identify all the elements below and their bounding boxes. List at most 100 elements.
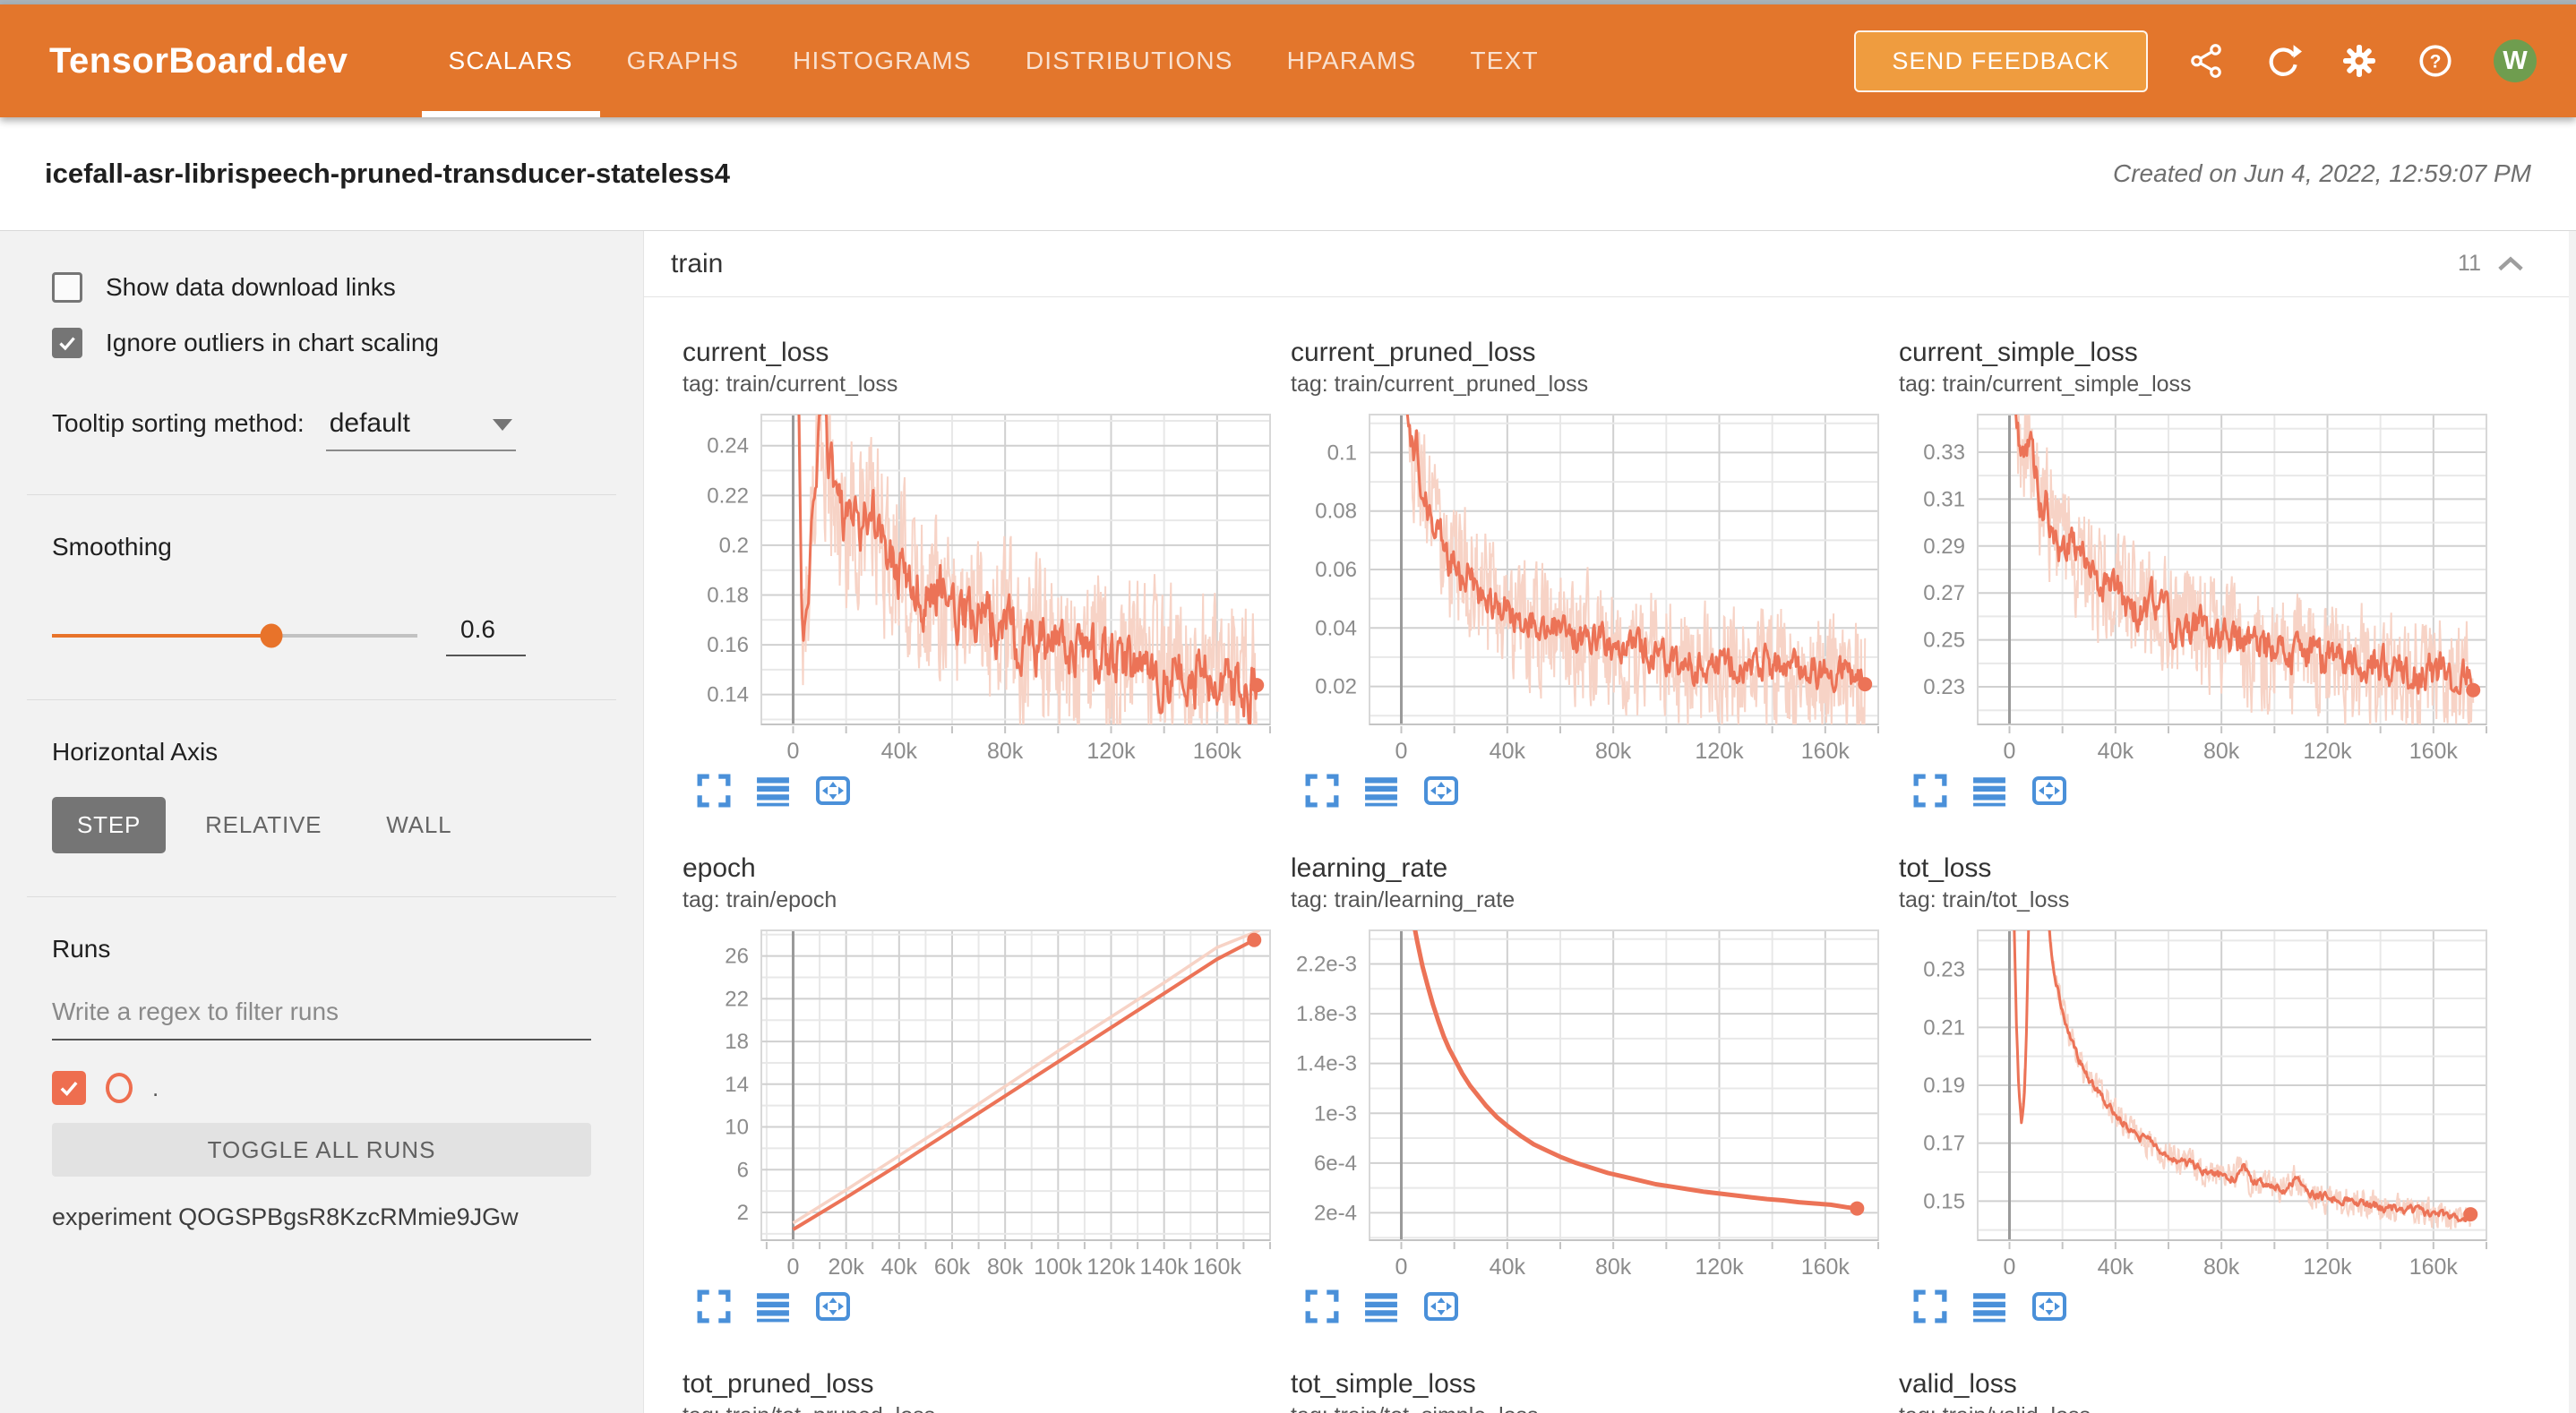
- chart-plot[interactable]: 0.02 0.04 0.06 0.08 0.1 0 40k 80k 120k 160k: [1291, 409, 1882, 760]
- ignore-outliers-row[interactable]: Ignore outliers in chart scaling: [52, 328, 591, 358]
- fit-domain-icon[interactable]: [1423, 774, 1459, 808]
- fit-domain-icon[interactable]: [1423, 1289, 1459, 1323]
- show-download-links-label: Show data download links: [106, 273, 396, 301]
- help-icon[interactable]: ?: [2417, 42, 2454, 80]
- chart-card: epoch tag: train/epoch 2 6 10 14 18 22 26 0 20k 40k…: [683, 852, 1274, 1323]
- chart-title: learning_rate: [1291, 853, 1448, 883]
- toggle-log-scale-icon[interactable]: [1364, 1289, 1398, 1323]
- tab-graphs[interactable]: GRAPHS: [626, 47, 740, 74]
- svg-text:0.24: 0.24: [707, 434, 749, 458]
- expand-chart-icon[interactable]: [697, 1289, 731, 1323]
- expand-chart-icon[interactable]: [1305, 1289, 1339, 1323]
- share-icon[interactable]: [2187, 42, 2225, 80]
- fit-domain-icon[interactable]: [2031, 774, 2067, 808]
- svg-text:120k: 120k: [1086, 739, 1136, 760]
- tab-histograms[interactable]: HISTOGRAMS: [793, 47, 972, 74]
- send-feedback-button[interactable]: SEND FEEDBACK: [1854, 30, 2148, 92]
- chart-toolbar: [683, 1289, 1274, 1323]
- smoothing-slider-handle[interactable]: [260, 623, 283, 648]
- sidebar-divider: [27, 494, 616, 495]
- tooltip-sorting-value: default: [329, 408, 410, 438]
- smoothing-slider[interactable]: [52, 623, 417, 648]
- chevron-up-icon[interactable]: [2495, 255, 2526, 273]
- svg-text:0: 0: [1395, 739, 1408, 760]
- main-nav: SCALARS GRAPHS HISTOGRAMS DISTRIBUTIONS …: [421, 4, 1566, 117]
- chart-plot[interactable]: 0.15 0.17 0.19 0.21 0.23 0 40k 80k 120k 160k: [1899, 925, 2490, 1276]
- svg-text:80k: 80k: [987, 1255, 1024, 1276]
- svg-text:80k: 80k: [2203, 739, 2240, 760]
- ignore-outliers-checkbox[interactable]: [52, 328, 82, 358]
- svg-text:80k: 80k: [1595, 739, 1632, 760]
- refresh-icon[interactable]: [2264, 42, 2302, 80]
- charts-grid: current_loss tag: train/current_loss 0.14 0…: [644, 297, 2569, 1413]
- run-checkbox[interactable]: [52, 1071, 86, 1105]
- svg-text:0.18: 0.18: [707, 583, 749, 607]
- chart-title: tot_simple_loss: [1291, 1369, 1476, 1399]
- toggle-log-scale-icon[interactable]: [756, 1289, 790, 1323]
- svg-text:10: 10: [725, 1116, 749, 1140]
- toggle-all-runs-button[interactable]: TOGGLE ALL RUNS: [52, 1123, 591, 1177]
- expand-chart-icon[interactable]: [1305, 774, 1339, 808]
- toggle-log-scale-icon[interactable]: [1364, 774, 1398, 808]
- svg-text:0.02: 0.02: [1315, 675, 1357, 699]
- toggle-log-scale-icon[interactable]: [1972, 774, 2006, 808]
- chart-toolbar: [1291, 1289, 1882, 1323]
- chart-plot[interactable]: 0.23 0.25 0.27 0.29 0.31 0.33 0 40k 80k 120k 160k: [1899, 409, 2490, 760]
- tooltip-sorting-select[interactable]: default: [325, 407, 516, 451]
- scalars-panel: train 11 current_loss tag: train/current_…: [643, 231, 2569, 1413]
- chart-tag: tag: train/tot_loss: [1899, 887, 2070, 912]
- runs-filter-input[interactable]: [52, 992, 591, 1040]
- fit-domain-icon[interactable]: [815, 774, 851, 808]
- tab-scalars[interactable]: SCALARS: [421, 4, 600, 117]
- fit-domain-icon[interactable]: [815, 1289, 851, 1323]
- tab-hparams[interactable]: HPARAMS: [1286, 47, 1417, 74]
- svg-text:40k: 40k: [2098, 1255, 2134, 1276]
- show-download-links-checkbox[interactable]: [52, 272, 82, 303]
- svg-text:26: 26: [725, 945, 749, 969]
- svg-text:0.31: 0.31: [1923, 487, 1965, 511]
- toggle-log-scale-icon[interactable]: [1972, 1289, 2006, 1323]
- train-chart-count: 11: [2458, 251, 2481, 276]
- chart-tag: tag: train/learning_rate: [1291, 887, 1516, 912]
- svg-text:160k: 160k: [1193, 739, 1242, 760]
- svg-text:80k: 80k: [987, 739, 1024, 760]
- window-top-edge: [0, 0, 2576, 4]
- axis-relative-button[interactable]: RELATIVE: [180, 797, 347, 853]
- svg-text:2: 2: [737, 1201, 749, 1225]
- chart-toolbar: [1899, 1289, 2490, 1323]
- chart-tag: tag: train/current_loss: [683, 372, 898, 397]
- svg-text:0: 0: [2004, 1255, 2016, 1276]
- settings-gear-icon[interactable]: [2341, 43, 2377, 79]
- run-color-swatch[interactable]: [106, 1073, 133, 1103]
- fit-domain-icon[interactable]: [2031, 1289, 2067, 1323]
- svg-text:1e-3: 1e-3: [1314, 1101, 1357, 1126]
- expand-chart-icon[interactable]: [697, 774, 731, 808]
- chart-title: current_pruned_loss: [1291, 338, 1536, 367]
- tab-distributions[interactable]: DISTRIBUTIONS: [1025, 47, 1233, 74]
- show-download-links-row[interactable]: Show data download links: [52, 272, 591, 303]
- svg-text:0.06: 0.06: [1315, 558, 1357, 582]
- expand-chart-icon[interactable]: [1913, 1289, 1947, 1323]
- chart-title: tot_loss: [1899, 853, 1992, 883]
- svg-text:0.14: 0.14: [707, 683, 749, 707]
- tab-text[interactable]: TEXT: [1470, 47, 1539, 74]
- user-avatar[interactable]: W: [2494, 39, 2537, 82]
- svg-text:0.27: 0.27: [1923, 581, 1965, 605]
- svg-text:0.04: 0.04: [1315, 616, 1357, 640]
- smoothing-value[interactable]: 0.6: [446, 615, 526, 656]
- axis-wall-button[interactable]: WALL: [361, 797, 477, 853]
- svg-text:160k: 160k: [2409, 1255, 2459, 1276]
- tooltip-sorting-label: Tooltip sorting method:: [52, 409, 305, 437]
- expand-chart-icon[interactable]: [1913, 774, 1947, 808]
- axis-step-button[interactable]: STEP: [52, 797, 167, 853]
- train-section-title: train: [671, 248, 724, 278]
- chart-plot[interactable]: 0.14 0.16 0.18 0.2 0.22 0.24 0 40k 80k 120k 160k: [683, 409, 1274, 760]
- chart-card: learning_rate tag: train/learning_rate 2e-…: [1291, 852, 1882, 1323]
- svg-text:0.1: 0.1: [1327, 441, 1357, 465]
- train-section-header[interactable]: train 11: [644, 231, 2569, 297]
- chart-plot[interactable]: 2e-4 6e-4 1e-3 1.4e-3 1.8e-3 2.2e-3 0 40k 80k 120…: [1291, 925, 1882, 1276]
- run-row: .: [52, 1071, 591, 1105]
- toggle-log-scale-icon[interactable]: [756, 774, 790, 808]
- runs-label: Runs: [52, 935, 111, 963]
